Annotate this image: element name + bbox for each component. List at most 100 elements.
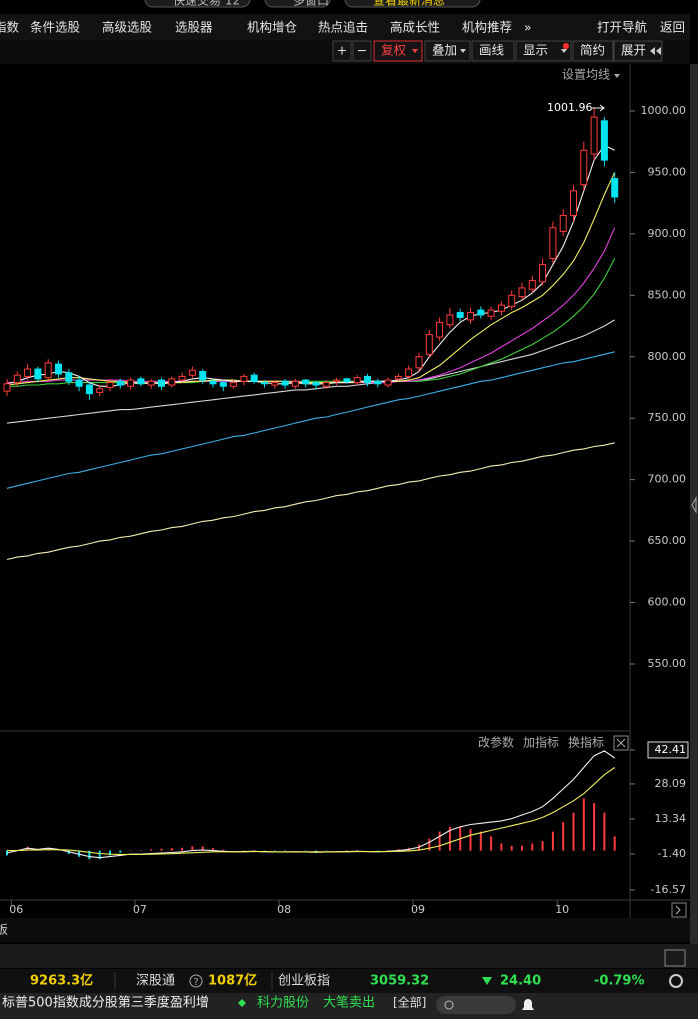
menu-item[interactable]: 返回 [660, 20, 685, 35]
ticker-filter[interactable]: [全部] [393, 995, 426, 1010]
indicator-line [6, 351, 615, 489]
peak-arrow [592, 104, 605, 112]
search-icon [444, 1000, 454, 1010]
x-tick-label: 07 [133, 903, 147, 916]
scroll-right-button[interactable] [671, 902, 687, 918]
toolbar-label: 复权 [381, 43, 407, 58]
menu-item[interactable]: 高级选股 [102, 20, 153, 35]
indicator-control[interactable]: 改参数 [478, 735, 514, 750]
indicator-line [7, 767, 616, 855]
close-icon [616, 738, 626, 748]
menu-item[interactable]: 选股器 [175, 20, 213, 35]
top-tab-label: 快速交易 12 [173, 0, 240, 8]
y-tick-label: 900.00 [648, 227, 687, 240]
y-tick-label: 800.00 [648, 350, 687, 363]
candle-body [240, 375, 248, 382]
indicator-line [6, 442, 615, 561]
toolbar-button[interactable] [373, 40, 423, 62]
candle-body [353, 377, 361, 384]
search-box[interactable] [436, 996, 516, 1014]
scroll-icon[interactable] [664, 949, 686, 967]
index-value: 3059.32 [370, 974, 429, 989]
candle-body [158, 379, 165, 387]
top-tab[interactable] [264, 0, 331, 8]
collapse-icon [650, 47, 655, 55]
dropdown-arrow [614, 74, 620, 78]
dropdown-arrow [412, 49, 418, 53]
menu-item[interactable]: 打开导航 [597, 20, 648, 35]
candle-body [250, 374, 258, 382]
menu-item[interactable]: 条件选股 [30, 20, 81, 35]
candle-body [497, 304, 505, 312]
menu-item[interactable]: 热点追击 [318, 20, 368, 35]
ma-settings[interactable]: 设置均线 [562, 68, 610, 82]
collapse-icon [656, 47, 661, 55]
settings-icon[interactable] [669, 974, 683, 988]
candle-body [456, 312, 464, 318]
toolbar-button[interactable] [613, 40, 663, 62]
candle-body [178, 375, 186, 381]
toolbar-button[interactable] [424, 40, 471, 62]
index-name: 创业板指 [278, 974, 330, 989]
index-pct: -0.79% [594, 974, 645, 989]
menu-item[interactable]: 机构增仓 [247, 20, 298, 35]
ticker-stock[interactable]: 科力股份 [257, 996, 309, 1011]
down-arrow [482, 977, 492, 985]
menu-item[interactable]: » [524, 20, 532, 35]
candle-body [415, 356, 423, 369]
top-tab-label: 查看最新消息 [373, 0, 445, 8]
indicator-control[interactable]: 换指标 [568, 735, 604, 750]
toolbar-button[interactable] [352, 40, 372, 62]
candle-body [312, 382, 320, 386]
help-circle[interactable] [189, 974, 203, 988]
menu-item[interactable]: 高成长性 [390, 20, 440, 35]
close-button[interactable] [613, 735, 629, 751]
toolbar-button[interactable] [471, 40, 515, 62]
toolbar-label: + [337, 43, 347, 58]
candle-body [96, 388, 104, 393]
candle-body [116, 380, 124, 386]
y-tick-label: 750.00 [648, 411, 687, 424]
candle-body [199, 371, 207, 381]
candle-body [44, 362, 52, 379]
indicator-control[interactable]: 加指标 [523, 735, 559, 750]
news-ticker: 标普500指数成分股第三季度盈利增 [2, 995, 209, 1011]
toolbar-label: 叠加 [432, 43, 457, 58]
candle-body [600, 120, 608, 161]
turnover: 9263.3亿 [30, 973, 93, 989]
candle-body [384, 379, 392, 386]
candle-body [374, 380, 382, 385]
candle-body [508, 294, 516, 307]
y-tick-label: 1000.00 [641, 104, 687, 117]
candle-body [219, 382, 227, 387]
candle-body [539, 264, 547, 283]
candle-body [405, 368, 413, 377]
candle-body [137, 378, 145, 385]
candle-body [106, 382, 114, 388]
candle-body [209, 380, 217, 385]
toolbar-label: 简约 [580, 43, 605, 58]
bell-icon[interactable] [522, 999, 534, 1010]
candle-body [55, 363, 62, 375]
toolbar-button[interactable] [515, 40, 572, 62]
top-tab[interactable] [344, 0, 481, 8]
side-handle-bar [690, 64, 698, 944]
toolbar-button[interactable] [572, 40, 614, 62]
candle-body [436, 321, 444, 338]
dropdown-arrow [460, 49, 466, 53]
scroll-right-icon [675, 905, 681, 915]
menu-item[interactable]: 机构推荐 [462, 20, 512, 35]
toolbar-button[interactable] [332, 40, 352, 62]
toolbar-label: − [357, 43, 367, 58]
candle-body [580, 149, 588, 186]
y-tick-label: 650.00 [648, 534, 687, 547]
ticker-bullet [238, 999, 246, 1007]
indicator-line [6, 319, 615, 424]
candle-body [611, 178, 619, 198]
menu-item[interactable]: 指数 [0, 20, 20, 35]
toolbar-label: 画线 [479, 43, 505, 58]
candle-body [394, 375, 402, 380]
candle-body [322, 382, 330, 387]
top-tab[interactable] [144, 0, 251, 8]
